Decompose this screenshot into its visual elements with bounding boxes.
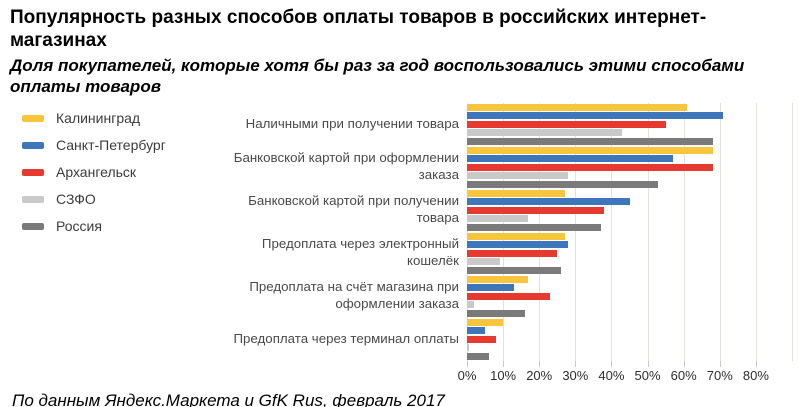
axis-tick-label: 20% xyxy=(526,367,553,383)
category-row xyxy=(467,275,792,318)
gridline xyxy=(719,102,721,361)
bar-сзфо xyxy=(467,129,623,136)
bar-калининград xyxy=(467,275,529,283)
axis-tick-label: 30% xyxy=(562,367,589,383)
legend-item: СЗФО xyxy=(22,191,222,207)
axis-tick xyxy=(575,360,577,367)
chart-subtitle: Доля покупателей, которые хотя бы раз за… xyxy=(10,56,745,97)
axis-tick xyxy=(611,360,613,367)
bar-сзфо xyxy=(467,301,475,308)
category-label: Предоплата через электронный кошелёк xyxy=(261,236,459,268)
chart-legend: Калининград Санкт-Петербург Архангельск СЗФ… xyxy=(10,103,222,385)
axis-tick-label: 40% xyxy=(598,367,625,383)
bar-санкт-петербург xyxy=(467,155,673,162)
category-row xyxy=(467,189,792,232)
legend-swatch xyxy=(22,114,44,122)
gridline xyxy=(575,102,577,361)
legend-item-label: Россия xyxy=(56,218,102,234)
gridline xyxy=(683,102,685,361)
category-label: Предоплата на счёт магазина при оформлен… xyxy=(249,279,459,311)
axis-tick-label: 0% xyxy=(457,367,477,383)
legend-item: Калининград xyxy=(22,110,222,126)
axis-tick-label: 60% xyxy=(670,367,697,383)
legend-swatch xyxy=(22,195,44,203)
bar-калининград xyxy=(467,146,713,154)
bars-area xyxy=(467,102,793,361)
plot-area: Наличными при получении товара Банковской… xyxy=(222,102,793,385)
bar-архангельск xyxy=(467,292,551,300)
bar-калининград xyxy=(467,232,565,240)
legend-item-label: Калининград xyxy=(56,110,141,126)
axis-tick xyxy=(683,360,685,367)
legend-item-label: СЗФО xyxy=(56,191,96,207)
category-label: Банковской картой при оформлении заказа xyxy=(233,150,459,182)
bar-россия xyxy=(467,352,489,360)
gridline xyxy=(611,102,613,361)
gridline xyxy=(647,102,649,361)
gridline xyxy=(503,102,505,361)
category-row xyxy=(467,103,792,146)
chart-title: Популярность разных способов оплаты това… xyxy=(10,7,707,52)
plot-body: Наличными при получении товара Банковской… xyxy=(222,102,793,361)
gridline xyxy=(539,102,541,361)
gridline xyxy=(467,102,468,361)
bar-россия xyxy=(467,137,713,145)
category-row xyxy=(467,232,792,275)
axis-tick xyxy=(755,360,757,367)
bar-сзфо xyxy=(467,215,529,222)
bar-россия xyxy=(467,309,525,317)
axis-tick-label: 10% xyxy=(490,367,517,383)
category-label: Предоплата через терминал оплаты xyxy=(233,330,459,346)
axis-tick xyxy=(503,360,505,367)
bar-россия xyxy=(467,180,659,188)
bar-архангельск xyxy=(467,120,666,128)
legend-item-label: Санкт-Петербург xyxy=(56,137,166,153)
axis-tick-label: 80% xyxy=(742,367,769,383)
bar-санкт-петербург xyxy=(467,198,630,205)
bar-санкт-петербург xyxy=(467,241,569,248)
x-axis: 0% 10% 20% 30% 40% 50% 60% 70% 80% xyxy=(222,360,792,385)
axis-spacer xyxy=(222,361,467,385)
bar-калининград xyxy=(467,103,688,111)
legend-item: Санкт-Петербург xyxy=(22,137,222,153)
legend-swatch xyxy=(22,141,44,149)
bar-архангельск xyxy=(467,249,558,257)
bar-калининград xyxy=(467,318,504,326)
bar-сзфо xyxy=(467,344,469,351)
gridline xyxy=(792,102,793,361)
axis-track: 0% 10% 20% 30% 40% 50% 60% 70% 80% xyxy=(458,360,792,385)
bar-санкт-петербург xyxy=(467,327,486,334)
axis-tick xyxy=(467,360,468,367)
category-row xyxy=(467,146,792,189)
bar-санкт-петербург xyxy=(467,284,514,291)
bar-архангельск xyxy=(467,206,605,214)
bar-сзфо xyxy=(467,172,569,179)
legend-item-label: Архангельск xyxy=(56,164,137,180)
bar-сзфо xyxy=(467,258,500,265)
legend-item: Россия xyxy=(22,218,222,234)
axis-tick-label: 50% xyxy=(634,367,661,383)
axis-tick xyxy=(647,360,649,367)
bar-chart: Калининград Санкт-Петербург Архангельск СЗФ… xyxy=(10,102,793,385)
bar-архангельск xyxy=(467,335,496,343)
gridline xyxy=(755,102,757,361)
category-label: Банковской картой при получении товара xyxy=(248,193,459,225)
axis-tick-label: 70% xyxy=(706,367,733,383)
legend-item: Архангельск xyxy=(22,164,222,180)
bar-санкт-петербург xyxy=(467,112,724,119)
bar-архангельск xyxy=(467,163,713,171)
bar-калининград xyxy=(467,189,565,197)
bar-россия xyxy=(467,223,601,231)
category-row xyxy=(467,318,792,361)
bar-россия xyxy=(467,266,561,274)
category-label: Наличными при получении товара xyxy=(245,115,459,131)
legend-swatch xyxy=(22,222,44,230)
axis-tick xyxy=(539,360,541,367)
source-note: По данным Яндекс.Маркета и GfK Rus, февр… xyxy=(12,390,445,407)
category-labels: Наличными при получении товара Банковской… xyxy=(222,103,467,361)
legend-swatch xyxy=(22,168,44,176)
axis-tick xyxy=(719,360,721,367)
